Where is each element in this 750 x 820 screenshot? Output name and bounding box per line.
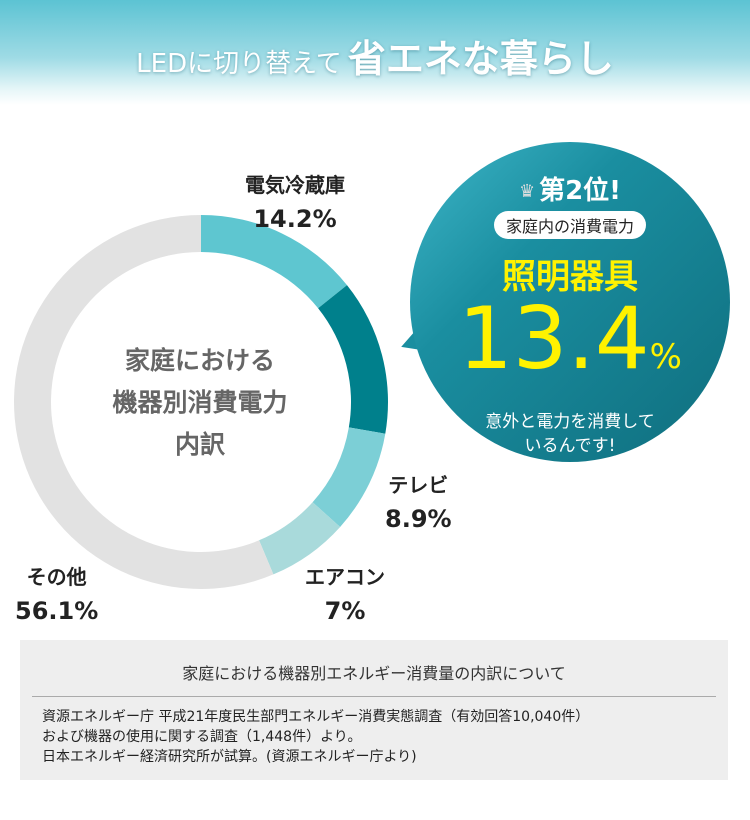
- divider: [32, 696, 716, 697]
- center-line: 機器別消費電力: [112, 388, 288, 417]
- percent-unit: %: [649, 337, 682, 377]
- desc-line: 意外と電力を消費して: [485, 412, 655, 432]
- donut-segment-4: [259, 502, 341, 575]
- rank-text: 第2位!: [539, 176, 622, 206]
- label-aircon: エアコン 7%: [305, 560, 385, 628]
- value-label: 14.2%: [253, 205, 337, 233]
- value-label: 56.1%: [15, 597, 99, 625]
- category-label: テレビ: [388, 473, 449, 497]
- center-line: 内訳: [174, 430, 225, 459]
- chart-center-label: 家庭における 機器別消費電力 内訳: [80, 340, 320, 466]
- bubble-description: 意外と電力を消費して いるんです!: [410, 410, 730, 458]
- donut-segment-5: [14, 215, 274, 589]
- header-banner: LEDに切り替えて 省エネな暮らし: [0, 0, 750, 105]
- donut-segment-3: [312, 427, 386, 527]
- bubble-item: 照明器具: [502, 257, 638, 297]
- donut-chart: [14, 215, 388, 589]
- desc-line: いるんです!: [524, 436, 616, 456]
- category-label: 電気冷蔵庫: [245, 173, 345, 197]
- label-tv: テレビ 8.9%: [385, 468, 452, 536]
- center-line: 家庭における: [124, 346, 275, 375]
- note-body: 資源エネルギー庁 平成21年度民生部門エネルギー消費実態調査（有効回答10,04…: [20, 707, 728, 767]
- note-line: 日本エネルギー経済研究所が試算。(資源エネルギー庁より): [42, 749, 417, 765]
- label-other: その他 56.1%: [15, 560, 98, 628]
- note-title: 家庭における機器別エネルギー消費量の内訳について: [182, 664, 566, 683]
- bubble-subtitle: 家庭内の消費電力: [493, 211, 646, 239]
- category-label: エアコン: [305, 565, 385, 589]
- highlight-bubble: ♛ 第2位! 家庭内の消費電力 照明器具 13.4% 意外と電力を消費して いるん…: [410, 142, 730, 462]
- source-note: 家庭における機器別エネルギー消費量の内訳について 資源エネルギー庁 平成21年度…: [20, 640, 728, 780]
- page-title: LEDに切り替えて 省エネな暮らし: [0, 28, 750, 83]
- value-label: 8.9%: [385, 505, 452, 533]
- label-fridge: 電気冷蔵庫 14.2%: [245, 168, 345, 236]
- donut-segment-1: [201, 215, 347, 309]
- rank-badge: ♛ 第2位!: [410, 170, 730, 207]
- note-line: および機器の使用に関する調査（1,448件）より。: [42, 729, 362, 745]
- title-part1: LEDに切り替えて: [136, 49, 342, 79]
- title-part2: 省エネな暮らし: [347, 37, 614, 81]
- bubble-percent: 13.4%: [410, 296, 730, 398]
- percent-value: 13.4: [458, 289, 650, 389]
- note-line: 資源エネルギー庁 平成21年度民生部門エネルギー消費実態調査（有効回答10,04…: [42, 709, 590, 725]
- crown-icon: ♛: [518, 181, 536, 202]
- category-label: その他: [26, 565, 87, 589]
- donut-segment-2: [318, 285, 388, 434]
- value-label: 7%: [324, 597, 366, 625]
